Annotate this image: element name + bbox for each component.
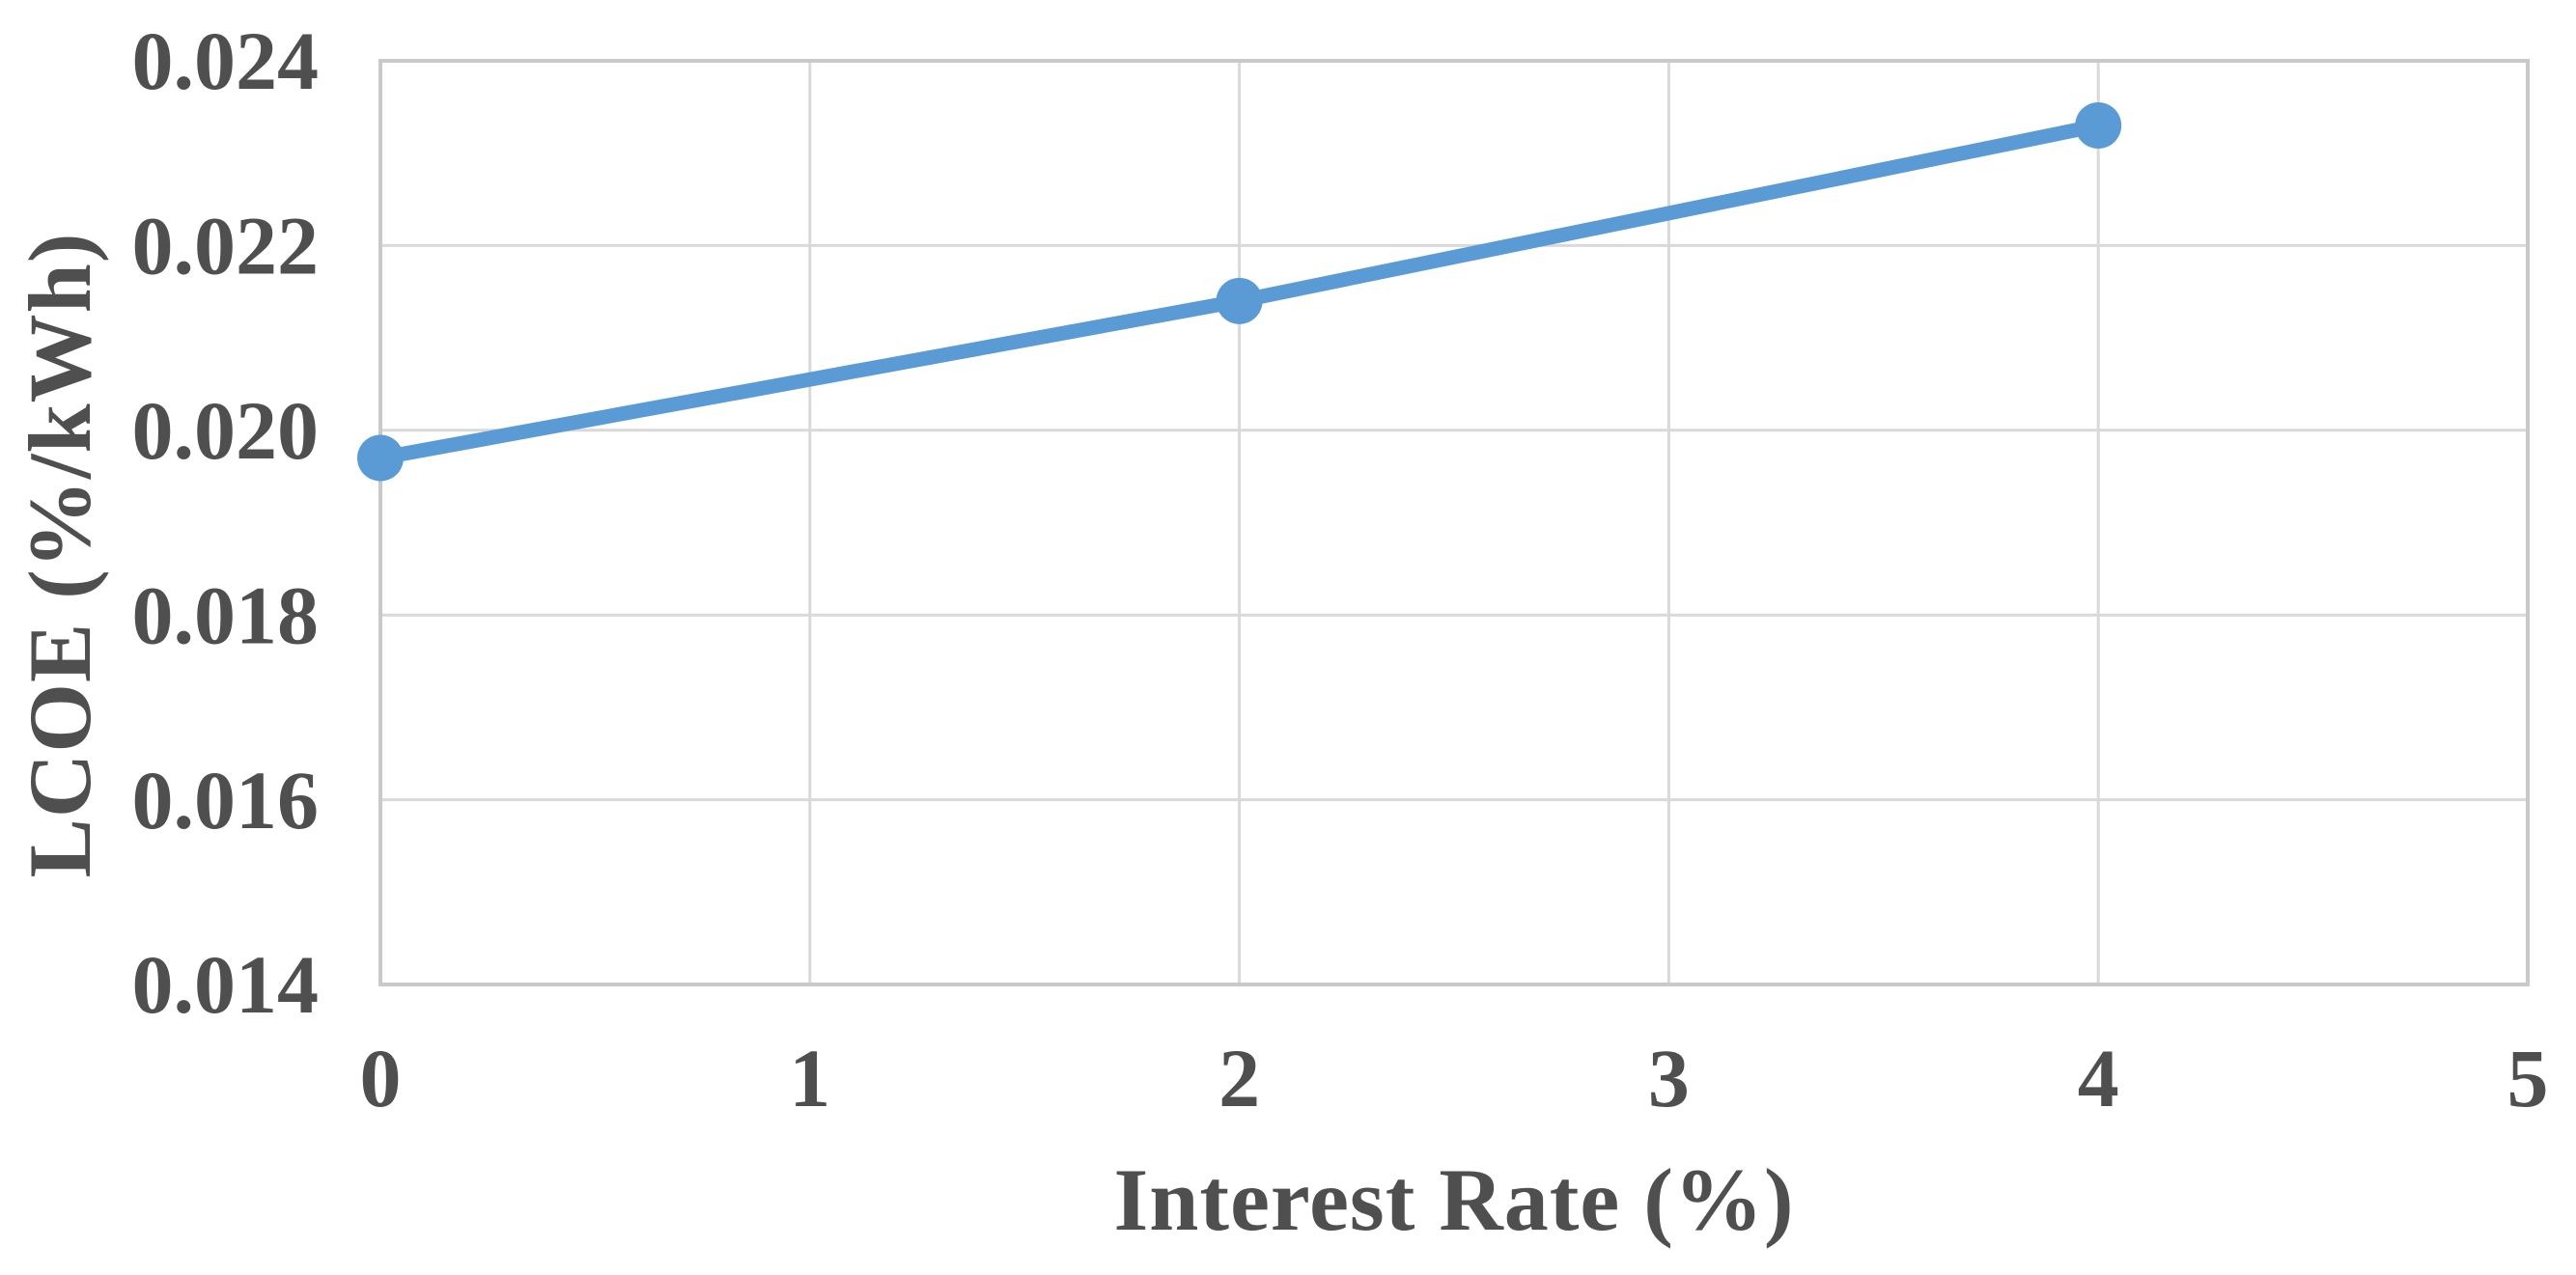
y-tick-label: 0.018 [132,568,320,661]
x-axis-title: Interest Rate (%) [1113,1150,1795,1249]
x-tick-label: 5 [2507,1032,2549,1124]
x-tick-label: 3 [1648,1032,1690,1124]
y-tick-label: 0.016 [132,754,320,846]
x-tick-label: 0 [360,1032,402,1124]
plot-border [378,59,2530,986]
y-tick-label: 0.014 [132,938,320,1031]
y-tick-label: 0.020 [132,384,320,477]
x-tick-label: 2 [1218,1032,1260,1124]
x-tick-label: 4 [2078,1032,2119,1124]
y-tick-label: 0.022 [132,200,320,292]
x-tick-label: 1 [789,1032,830,1124]
data-point-marker [357,434,404,482]
data-point-marker [2075,101,2122,149]
y-axis-title: LCOE (%/kWh) [11,232,109,878]
data-point-marker [1216,277,1263,324]
y-tick-label: 0.024 [132,14,320,107]
